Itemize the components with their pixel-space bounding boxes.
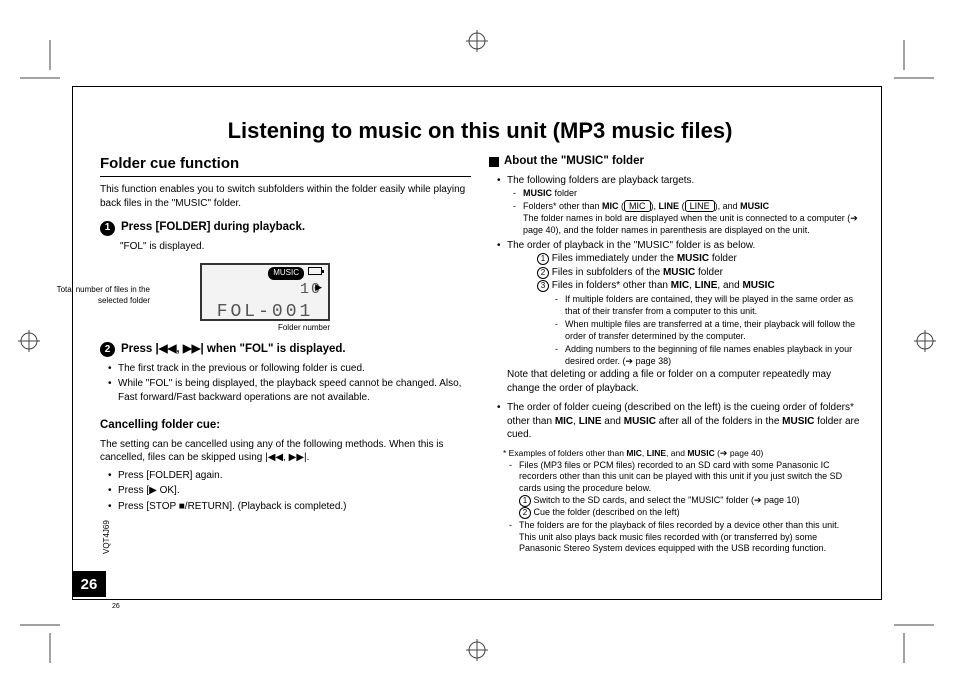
about-list: The following folders are playback targe… (497, 174, 860, 442)
asterisk-dash-1: Files (MP3 files or PCM files) recorded … (509, 460, 860, 519)
order-note-2: When multiple files are transferred at a… (555, 318, 860, 342)
step-number-icon: 1 (100, 221, 115, 236)
step-2: 2 Press |◀◀, ▶▶| when "FOL" is displayed… (100, 342, 471, 358)
step-2-bullet-2: While "FOL" is being displayed, the play… (108, 377, 471, 404)
ast-ring-2: 2 (519, 507, 531, 519)
lcd-folder-label: MUSIC (268, 267, 304, 280)
order-note-3: Adding numbers to the beginning of file … (555, 343, 860, 367)
ast-ring-1: 1 (519, 495, 531, 507)
cancel-list: Press [FOLDER] again. Press [▶ OK]. Pres… (108, 469, 471, 514)
step-number-icon: 2 (100, 342, 115, 357)
about-bullet-3: The order of folder cueing (described on… (497, 401, 860, 442)
left-column: Folder cue function This function enable… (100, 154, 471, 556)
target-folders-list: MUSIC folder Folders* other than MIC (MI… (513, 187, 860, 237)
order-note-1: If multiple folders are contained, they … (555, 293, 860, 317)
playback-note: Note that deleting or adding a file or f… (507, 369, 831, 394)
order-1: 1 Files immediately under the MUSIC fold… (537, 252, 860, 266)
intro-text: This function enables you to switch subf… (100, 183, 471, 210)
lcd-folder-number: FOL-001 (208, 300, 322, 324)
order-3: 3 Files in folders* other than MIC, LINE… (537, 279, 860, 293)
step-1-body: "FOL" is displayed. (120, 240, 471, 254)
lcd-caption-left: Total number of files in the selected fo… (50, 285, 150, 307)
lcd-file-count: 10 (208, 280, 322, 300)
square-bullet-icon (489, 157, 499, 167)
section-heading-folder-cue: Folder cue function (100, 154, 471, 177)
about-music-heading: About the "MUSIC" folder (489, 154, 860, 170)
mic-label-icon: MIC (624, 200, 651, 212)
step-1: 1 Press [FOLDER] during playback. (100, 220, 471, 236)
page-title: Listening to music on this unit (MP3 mus… (100, 118, 860, 144)
about-heading-text: About the "MUSIC" folder (504, 154, 644, 170)
step-2-details: The first track in the previous or follo… (108, 362, 471, 405)
page-number: 26 (72, 571, 106, 597)
play-icon: ▶ (315, 281, 322, 293)
step-2-label: Press |◀◀, ▶▶| when "FOL" is displayed. (121, 342, 346, 358)
cancel-bullet-2: Press [▶ OK]. (108, 484, 471, 498)
playback-order-list: 1 Files immediately under the MUSIC fold… (537, 252, 860, 367)
line-label-icon: LINE (685, 200, 715, 212)
lcd-caption-bottom: Folder number (160, 323, 330, 334)
dash-other-folders: Folders* other than MIC (MIC), LINE (LIN… (513, 200, 860, 236)
cancel-bullet-3: Press [STOP ■/RETURN]. (Playback is comp… (108, 500, 471, 514)
about-bullet-1: The following folders are playback targe… (497, 174, 860, 237)
asterisk-dash-2: The folders are for the playback of file… (509, 520, 860, 555)
step-1-label: Press [FOLDER] during playback. (121, 220, 305, 236)
right-column: About the "MUSIC" folder The following f… (489, 154, 860, 556)
asterisk-note: * Examples of folders other than MIC, LI… (503, 448, 860, 555)
cancel-heading: Cancelling folder cue: (100, 418, 471, 434)
lcd-illustration: Total number of files in the selected fo… (160, 263, 340, 334)
asterisk-list: Files (MP3 files or PCM files) recorded … (509, 460, 860, 556)
order-2: 2 Files in subfolders of the MUSIC folde… (537, 266, 860, 280)
lcd-screen: MUSIC 10 ▶ FOL-001 (200, 263, 330, 321)
dash-music-folder: MUSIC folder (513, 187, 860, 199)
page-content: Listening to music on this unit (MP3 mus… (100, 100, 860, 556)
document-code: VQT4J69 (102, 520, 111, 554)
about-bullet-2: The order of playback in the "MUSIC" fol… (497, 239, 860, 396)
battery-icon (308, 267, 322, 275)
order-notes: If multiple folders are contained, they … (555, 293, 860, 368)
cancel-bullet-1: Press [FOLDER] again. (108, 469, 471, 483)
page-number-small: 26 (112, 603, 120, 610)
step-2-bullet-1: The first track in the previous or follo… (108, 362, 471, 376)
cancel-intro: The setting can be cancelled using any o… (100, 438, 471, 465)
